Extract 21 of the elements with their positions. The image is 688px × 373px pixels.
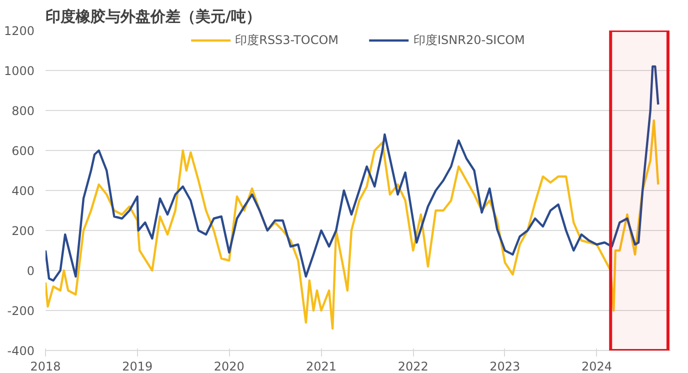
x-tick-label: 2021 — [306, 360, 337, 373]
x-tick-label: 2024 — [582, 360, 612, 373]
y-tick-label: 1200 — [4, 24, 35, 38]
y-tick-label: 200 — [12, 224, 34, 238]
x-tick-label: 2020 — [214, 360, 244, 373]
y-tick-label: -400 — [7, 344, 34, 358]
y-tick-label: 800 — [12, 104, 34, 118]
y-tick-label: -200 — [7, 304, 34, 318]
x-tick-label: 2023 — [490, 360, 520, 373]
x-tick-label: 2019 — [122, 360, 153, 373]
y-tick-label: 1000 — [4, 64, 35, 78]
y-tick-label: 600 — [12, 144, 34, 158]
y-tick-label: 400 — [12, 184, 34, 198]
legend-label: 印度RSS3-TOCOM — [235, 32, 338, 48]
y-tick-label: 0 — [26, 264, 35, 278]
line-series — [46, 119, 660, 330]
x-tick-label: 2022 — [398, 360, 428, 373]
chart-title: 印度橡胶与外盘价差（美元/吨） — [46, 8, 261, 26]
line-series — [46, 65, 660, 282]
x-tick-label: 2018 — [30, 360, 61, 373]
legend-label: 印度ISNR20-SICOM — [413, 32, 525, 48]
